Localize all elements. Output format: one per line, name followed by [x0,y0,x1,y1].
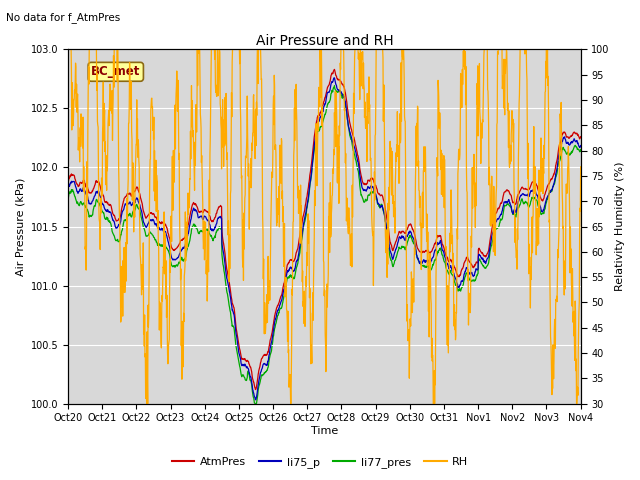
Text: BC_met: BC_met [91,65,140,78]
Text: No data for f_AtmPres: No data for f_AtmPres [6,12,121,23]
Y-axis label: Air Pressure (kPa): Air Pressure (kPa) [15,177,25,276]
Y-axis label: Relativity Humidity (%): Relativity Humidity (%) [615,162,625,291]
Title: Air Pressure and RH: Air Pressure and RH [255,34,393,48]
Legend: AtmPres, li75_p, li77_pres, RH: AtmPres, li75_p, li77_pres, RH [167,452,473,472]
X-axis label: Time: Time [310,426,338,436]
